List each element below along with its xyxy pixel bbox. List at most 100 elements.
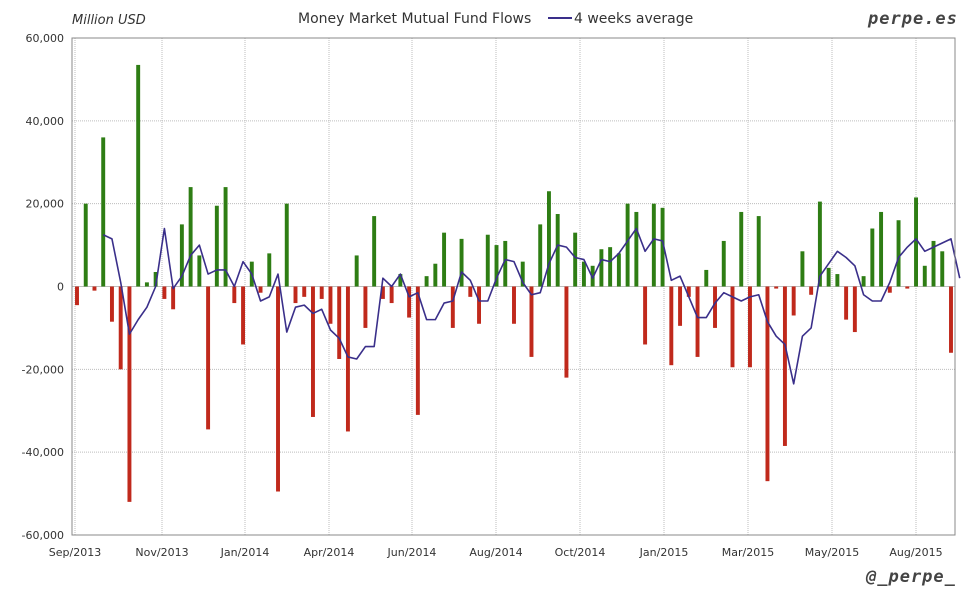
x-tick-label: Nov/2013 (135, 546, 188, 559)
x-tick-label: Apr/2014 (304, 546, 355, 559)
inflow-bar (922, 265, 927, 287)
plot-border (71, 37, 956, 536)
outflow-bar (512, 286, 516, 324)
inflow-bar (284, 203, 289, 287)
inflow-bar (398, 274, 403, 287)
outflow-bar (686, 286, 691, 297)
inflow-bar (616, 253, 621, 287)
outflow-bar (791, 286, 796, 316)
y-tick-label: 0 (57, 281, 64, 294)
chart-title: Money Market Mutual Fund Flows (298, 11, 531, 27)
outflow-bar (328, 286, 333, 324)
outflow-bar (765, 286, 770, 482)
inflow-bar (442, 232, 447, 287)
inflow-bar (625, 203, 630, 287)
inflow-bar (424, 276, 429, 287)
average-line-group (102, 227, 961, 385)
outflow-bar (477, 286, 481, 324)
outflow-bar (407, 286, 412, 318)
x-tick-label: Aug/2015 (889, 546, 942, 559)
outflow-bar (311, 286, 315, 417)
inflow-bar (756, 216, 761, 287)
inflow-bar (651, 203, 656, 287)
y-tick-label: 40,000 (26, 115, 65, 128)
outflow-bar (319, 286, 324, 299)
x-tick-label: Sep/2013 (49, 546, 101, 559)
bars (75, 64, 953, 502)
inflow-bar (870, 228, 875, 287)
inflow-bar (494, 245, 499, 287)
inflow-bar (931, 240, 936, 287)
inflow-bar (214, 205, 219, 287)
legend-label: 4 weeks average (574, 11, 693, 27)
outflow-bar (276, 286, 280, 492)
inflow-bar (940, 251, 945, 287)
outflow-bar (678, 286, 683, 326)
inflow-bar (660, 207, 665, 287)
inflow-bar (136, 64, 141, 287)
x-tick-label: Jan/2014 (220, 546, 270, 559)
inflow-bar (914, 197, 918, 287)
inflow-bar (721, 240, 726, 287)
outflow-bar (529, 286, 534, 357)
inflow-bar (800, 251, 805, 287)
x-tick-label: Mar/2015 (722, 546, 774, 559)
inflow-bar (354, 255, 359, 287)
outflow-bar (852, 286, 857, 333)
y-tick-label: 60,000 (26, 32, 65, 45)
inflow-bar (599, 249, 604, 287)
y-ticks: -60,000 -40,000 -20,000 0 20,000 40,000 60,000 (22, 32, 64, 542)
outflow-bar (748, 286, 752, 368)
outflow-bar (258, 286, 263, 293)
y-tick-label: 20,000 (26, 198, 65, 211)
inflow-bar (485, 234, 490, 287)
inflow-bar (197, 255, 202, 287)
inflow-bar (267, 253, 272, 287)
unit-label: Million USD (72, 13, 146, 28)
outflow-bar (774, 286, 779, 289)
outflow-bar (162, 286, 167, 299)
outflow-bar (887, 286, 892, 293)
outflow-bar (241, 286, 246, 345)
twitter-handle: @_perpe_ (865, 567, 956, 587)
inflow-bar (83, 203, 88, 287)
outflow-bar (468, 286, 473, 297)
inflow-bar (144, 282, 149, 287)
outflow-bar (380, 286, 385, 299)
inflow-bar (179, 224, 184, 287)
x-tick-label: May/2015 (805, 546, 859, 559)
inflow-bar (861, 276, 866, 287)
four-week-average-line (102, 227, 961, 385)
y-tick-label: -40,000 (22, 446, 64, 459)
x-tick-label: Jan/2015 (639, 546, 689, 559)
inflow-bar (590, 265, 595, 287)
outflow-bar (564, 286, 569, 378)
axes (71, 37, 956, 536)
outflow-bar (75, 286, 79, 306)
inflow-bar (555, 214, 560, 287)
x-tick-label: Aug/2014 (469, 546, 522, 559)
outflow-bar (337, 286, 342, 359)
inflow-bar (826, 267, 831, 287)
outflow-bar (695, 286, 700, 357)
inflow-bar (433, 263, 438, 287)
outflow-bar (171, 286, 176, 310)
outflow-bar (415, 286, 420, 415)
y-tick-label: -60,000 (22, 529, 64, 542)
outflow-bar (389, 286, 394, 304)
inflow-bar (608, 247, 613, 287)
inflow-bar (581, 261, 586, 287)
inflow-bar (188, 187, 193, 287)
outflow-bar (844, 286, 849, 320)
outflow-bar (118, 286, 123, 370)
outflow-bar (730, 286, 735, 368)
inflow-bar (817, 201, 822, 287)
inflow-bar (835, 274, 840, 287)
x-tick-label: Jun/2014 (387, 546, 437, 559)
inflow-bar (704, 269, 709, 287)
inflow-bar (546, 191, 551, 287)
outflow-bar (669, 286, 674, 366)
inflow-bar (538, 224, 543, 287)
outflow-bar (713, 286, 717, 328)
